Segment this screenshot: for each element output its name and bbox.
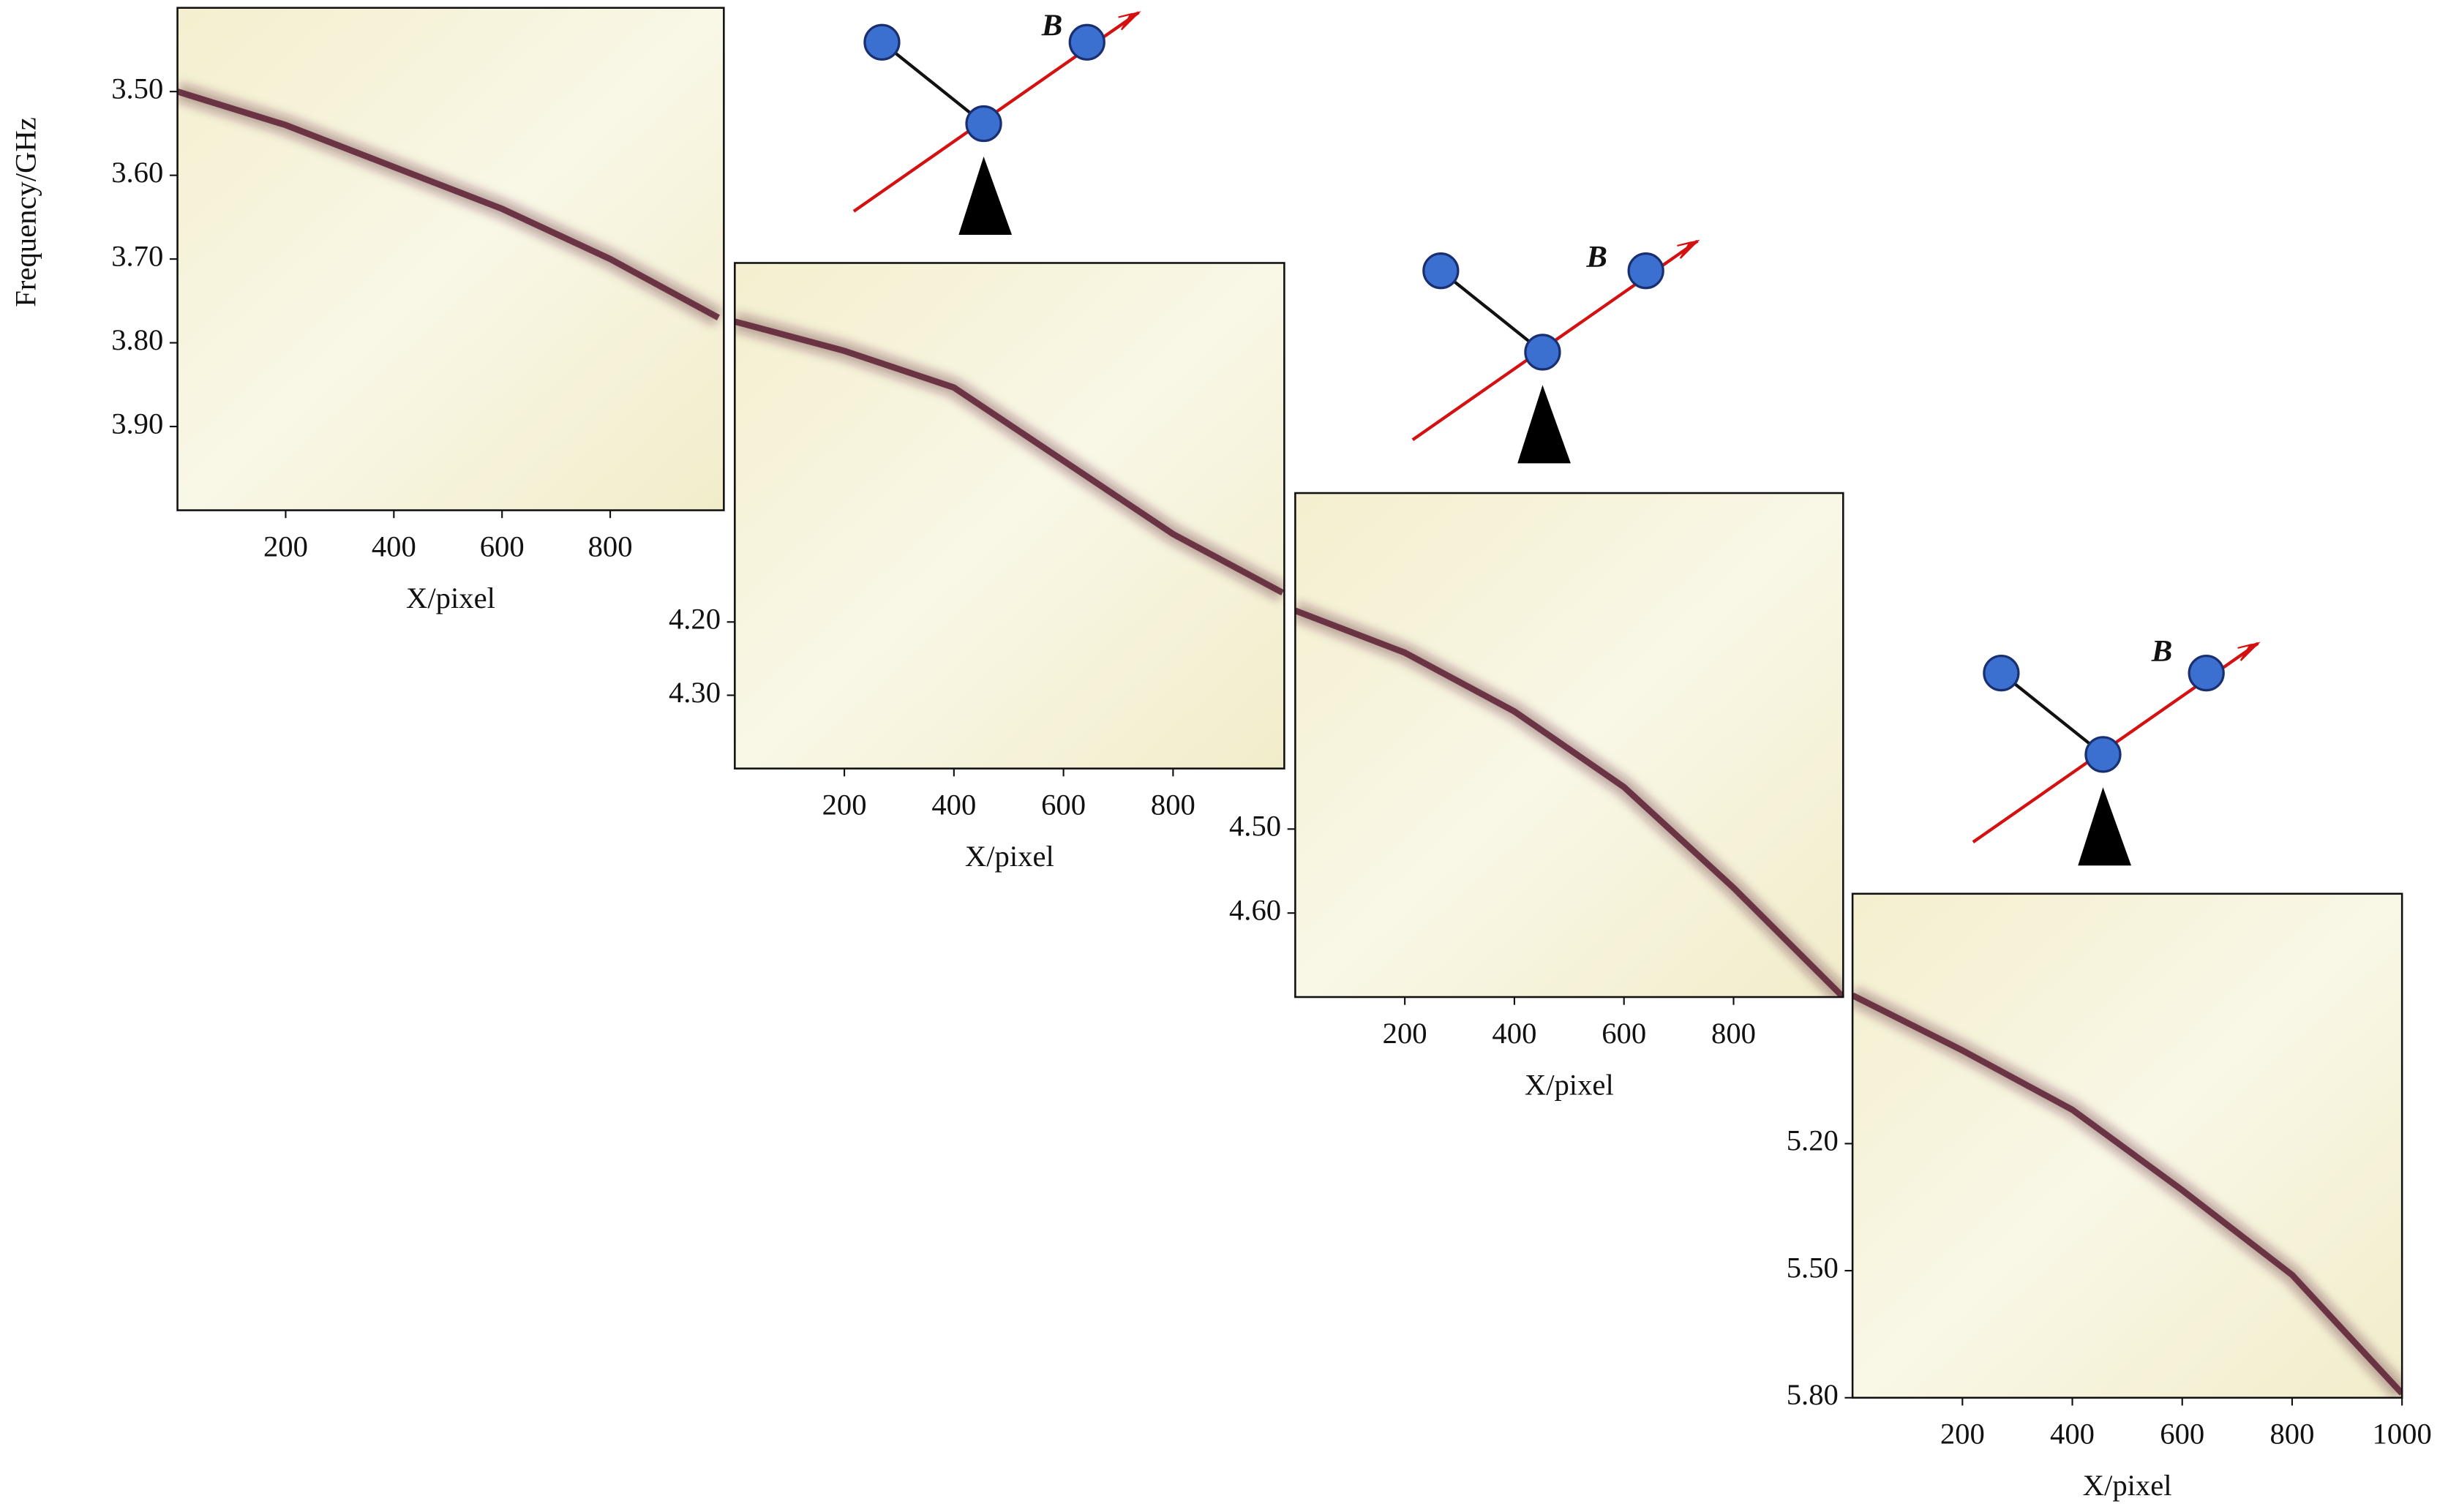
x-axis-label: X/pixel	[1525, 1068, 1614, 1101]
field-label: B	[1585, 240, 1607, 274]
x-tick-label: 200	[1383, 1017, 1427, 1050]
y-tick-label: 4.30	[669, 676, 721, 709]
panel: 200 400 600 800 4.50 4.60 X/pixel	[1229, 492, 1844, 1101]
x-tick-label: 400	[2050, 1418, 2095, 1451]
x-tick-label: 800	[2269, 1418, 2314, 1451]
y-tick-label: 3.60	[111, 156, 163, 189]
y-tick-label: 5.80	[1787, 1378, 1839, 1411]
y-tick-label: 5.50	[1787, 1251, 1839, 1284]
molecule-diagram: B	[1413, 240, 1697, 463]
resonance-curve	[177, 89, 720, 321]
panel: 200 400 600 800 1000 5.20 5.50 5.80 X/pixel	[1787, 892, 2432, 1502]
x-tick-label: 200	[822, 788, 867, 821]
heatmap-background	[177, 7, 724, 511]
field-label: B	[2151, 634, 2173, 669]
frame	[1851, 892, 2403, 1399]
x-tick-label: 1000	[2373, 1418, 2432, 1451]
x-tick-label: 600	[480, 530, 525, 563]
x-tick-label: 800	[588, 530, 633, 563]
x-axis-label: X/pixel	[406, 582, 495, 614]
frame	[1294, 492, 1844, 998]
x-tick-label: 400	[931, 788, 976, 821]
x-tick-label: 200	[1940, 1418, 1985, 1451]
resonance-curve	[1295, 607, 1844, 998]
x-tick-label: 200	[263, 530, 308, 563]
y-tick-label: 5.20	[1787, 1124, 1839, 1157]
y-tick-label: 3.70	[111, 239, 163, 272]
x-tick-label: 400	[1492, 1017, 1536, 1050]
panel: 200 400 600 800 3.50 3.60 3.70 3.80 3.90 X/pixel F…	[10, 7, 725, 614]
resonance-curve	[735, 318, 1285, 595]
y-tick-label: 4.20	[669, 603, 721, 636]
x-tick-label: 800	[1711, 1017, 1756, 1050]
molecule-diagram: B	[1973, 634, 2258, 865]
panel: 200 400 600 800 4.20 4.30 X/pixel	[669, 262, 1285, 873]
y-tick-label: 3.80	[111, 323, 163, 356]
resonance-curve	[1852, 992, 2403, 1396]
y-tick-label: 3.50	[111, 72, 163, 105]
frame	[734, 262, 1285, 770]
y-tick-label: 4.60	[1229, 894, 1281, 927]
x-tick-label: 400	[372, 530, 416, 563]
x-axis-label: X/pixel	[965, 840, 1054, 873]
y-axis-label: Frequency/GHz	[10, 117, 42, 307]
y-tick-label: 4.50	[1229, 810, 1281, 843]
x-tick-label: 600	[1602, 1017, 1646, 1050]
molecule-diagram: B	[854, 8, 1138, 235]
field-label: B	[1041, 8, 1063, 42]
x-tick-label: 600	[1041, 788, 1086, 821]
x-axis-label: X/pixel	[2083, 1469, 2172, 1502]
x-tick-label: 800	[1151, 788, 1195, 821]
y-tick-label: 3.90	[111, 407, 163, 440]
x-tick-label: 600	[2160, 1418, 2204, 1451]
